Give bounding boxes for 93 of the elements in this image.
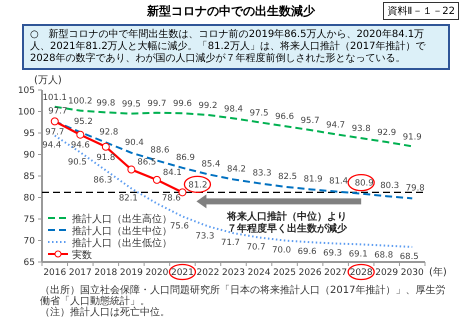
x-axis-title: (年) <box>429 266 447 278</box>
data-label: 83.3 <box>252 168 272 178</box>
data-label: 81.4 <box>329 176 348 186</box>
x-tick-label: 2023 <box>222 268 245 278</box>
data-label: 97.7 <box>45 127 64 138</box>
data-label: 91.8 <box>96 152 116 163</box>
data-label: 99.5 <box>122 100 141 110</box>
point <box>127 166 136 174</box>
data-label: 70.0 <box>272 246 292 256</box>
data-label: 94.6 <box>70 140 90 151</box>
data-label: 97.7 <box>48 106 68 116</box>
y-tick-label: 105 <box>18 86 35 96</box>
legend-label: 推計人口（出生高位） <box>72 213 172 225</box>
data-label: 73.3 <box>196 231 214 242</box>
text: （注）推計人口は死亡中位。 <box>40 307 171 318</box>
data-label: 95.7 <box>300 116 320 126</box>
data-label: 69.1 <box>348 249 368 260</box>
data-label: 101.1 <box>42 92 67 103</box>
data-label: 71.7 <box>221 238 240 248</box>
data-label: 92.9 <box>377 128 396 138</box>
y-tick-label: 100 <box>18 108 36 118</box>
y-tick-label: 80 <box>24 194 36 204</box>
data-label: 86.9 <box>176 152 195 163</box>
data-label: 82.1 <box>118 193 138 204</box>
data-label: 81.9 <box>304 174 323 184</box>
x-tick-label: 2018 <box>94 268 118 278</box>
y-tick-label: 65 <box>24 258 35 268</box>
x-tick-label: 2030 <box>400 268 424 278</box>
text: （出所）国立社会保障・人口問題研究所「日本の将来推計人口（2017年推計）」、厚生労働省「人口動態統計」。 <box>40 285 446 307</box>
data-label: 90.5 <box>68 157 87 168</box>
legend-label: 実数 <box>72 249 92 261</box>
x-tick-label: 2025 <box>273 268 296 278</box>
legend-label: 推計人口（出生中位） <box>72 225 172 237</box>
y-tick-label: 70 <box>24 236 36 246</box>
data-label: 75.6 <box>170 221 189 232</box>
data-label: 92.8 <box>99 127 118 138</box>
data-label: 91.9 <box>402 132 422 142</box>
data-label: 97.5 <box>250 108 268 118</box>
x-tick-label: 2027 <box>324 268 348 278</box>
y-tick-label: 75 <box>24 215 35 225</box>
data-label: 96.6 <box>275 112 294 122</box>
data-label: 99.8 <box>96 98 116 108</box>
chart-subtitle: ○ 新型コロナの中で年間出生数は、コロナ前の2019年86.5万人から、2020年84.1万人、2021年81.2万人と大幅に減少。「81.2万人」は、将来人口推計（2017年推計）で2028年の数字であり、わが国の人口減少が７年程度前倒しされた形となっている。 <box>22 24 450 70</box>
data-label: 90.4 <box>124 138 144 148</box>
legend-label: 推計人口（出生低位） <box>72 237 172 249</box>
data-label: 78.6 <box>162 194 181 204</box>
data-label: 99.2 <box>198 100 218 111</box>
data-label: 98.4 <box>224 104 243 114</box>
x-tick-label: 2017 <box>68 268 92 278</box>
annotation: 将来人口推計（中位）より <box>226 210 347 222</box>
point <box>76 130 84 139</box>
x-tick-label: 2016 <box>43 268 66 278</box>
data-label: 80.9 <box>354 178 374 189</box>
data-label: 86.5 <box>137 158 156 168</box>
x-tick-label: 2019 <box>120 268 144 278</box>
x-tick-label: 2026 <box>298 268 322 278</box>
data-label: 84.2 <box>227 164 246 174</box>
x-tick-label: 2020 <box>145 268 169 278</box>
data-label: 86.3 <box>93 175 112 186</box>
y-tick-label: 95 <box>24 129 35 139</box>
data-label: 94.4 <box>42 140 62 151</box>
data-label: 85.4 <box>202 159 220 170</box>
x-tick-label: 2022 <box>196 268 220 278</box>
data-label: 99.7 <box>147 98 166 109</box>
data-label: 69.6 <box>298 247 317 258</box>
data-label: 94.7 <box>326 120 346 130</box>
x-tick-label: 2029 <box>375 268 398 278</box>
y-tick-label: 90 <box>24 150 36 160</box>
data-label: 88.6 <box>150 146 170 156</box>
x-tick-label: 2028 <box>350 268 373 278</box>
data-label: 69.3 <box>323 248 342 259</box>
data-label: 82.5 <box>278 172 298 182</box>
data-label: 79.8 <box>406 183 425 194</box>
chart-title: 新型コロナの中での出生数減少 <box>147 4 315 18</box>
y-axis-title: (万人) <box>34 75 62 86</box>
point <box>50 117 59 126</box>
data-label: 70.7 <box>246 242 266 252</box>
annotation: ７年程度早く出生数が減少 <box>226 222 348 234</box>
point <box>102 142 110 151</box>
data-label: 68.8 <box>374 250 394 261</box>
data-label: 84.1 <box>162 168 182 178</box>
data-label: 81.2 <box>188 180 208 190</box>
data-label: 68.5 <box>400 252 419 262</box>
x-tick-label: 2021 <box>170 268 194 278</box>
data-label: 99.6 <box>172 99 192 110</box>
point <box>152 176 161 184</box>
data-label: 95.2 <box>74 117 93 128</box>
x-tick-label: 2024 <box>248 268 271 278</box>
data-label: 100.2 <box>68 96 92 107</box>
data-label: 80.3 <box>380 181 400 192</box>
y-tick-label: 85 <box>24 172 35 182</box>
data-label: 93.8 <box>352 124 371 134</box>
text: 資料Ⅱ－１－22 <box>383 2 459 20</box>
